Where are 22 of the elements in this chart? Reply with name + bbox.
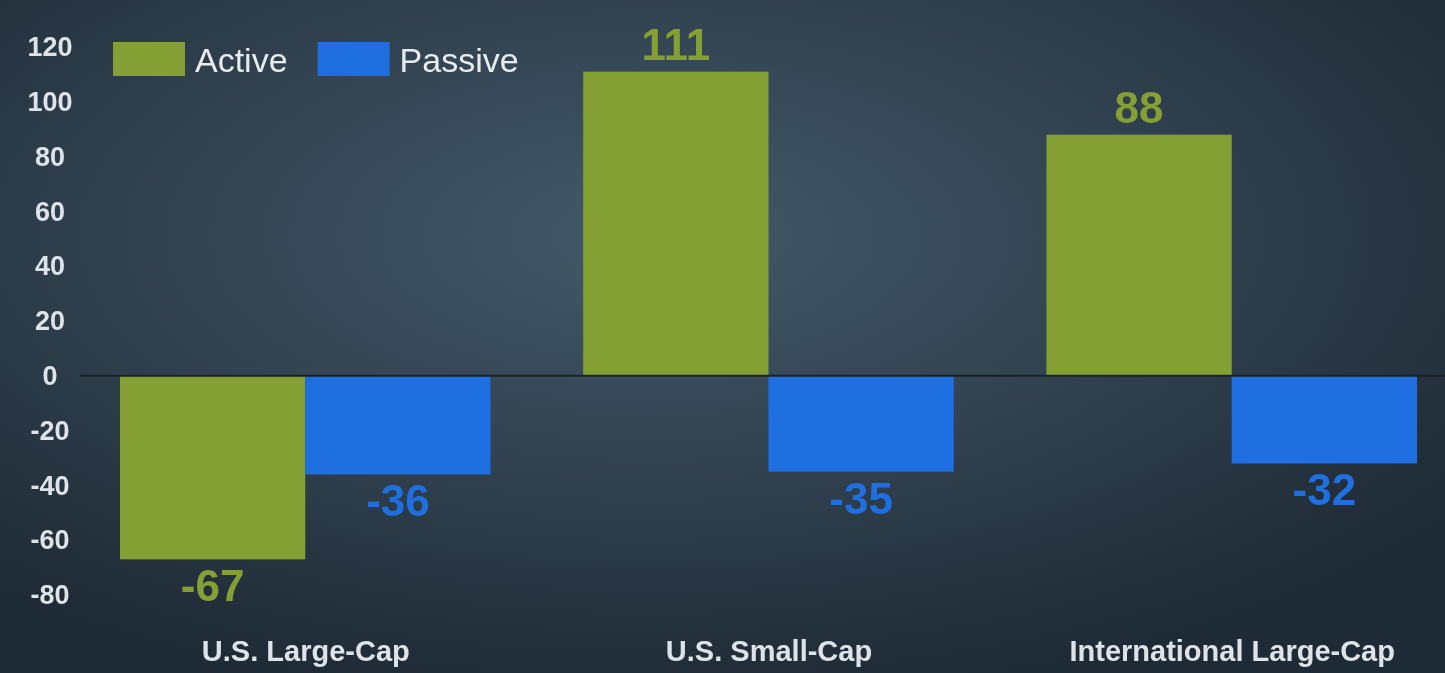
y-tick-label: -60 <box>30 525 70 556</box>
data-label: -35 <box>829 473 893 523</box>
x-tick-label: International Large-Cap <box>1069 635 1395 667</box>
legend-label: Passive <box>399 41 519 79</box>
x-tick-label: U.S. Small-Cap <box>665 635 873 667</box>
legend-label: Active <box>195 41 288 79</box>
y-tick-label: 80 <box>34 141 66 172</box>
data-label: 111 <box>641 19 711 69</box>
data-label: -67 <box>180 561 245 611</box>
y-tick-label: -20 <box>30 415 70 446</box>
y-tick-label: 0 <box>42 360 58 391</box>
y-tick-label: 60 <box>34 196 66 227</box>
y-tick-label: -40 <box>30 470 70 501</box>
data-label: 88 <box>1114 82 1164 132</box>
y-tick-label: 20 <box>34 306 66 337</box>
y-tick-label: 120 <box>27 32 73 63</box>
y-tick-label: -80 <box>30 580 70 611</box>
x-tick-label: U.S. Large-Cap <box>201 635 410 667</box>
y-tick-label: 100 <box>27 86 73 117</box>
data-label: -36 <box>366 476 430 526</box>
data-label: -32 <box>1292 465 1357 515</box>
y-tick-label: 40 <box>34 251 66 282</box>
